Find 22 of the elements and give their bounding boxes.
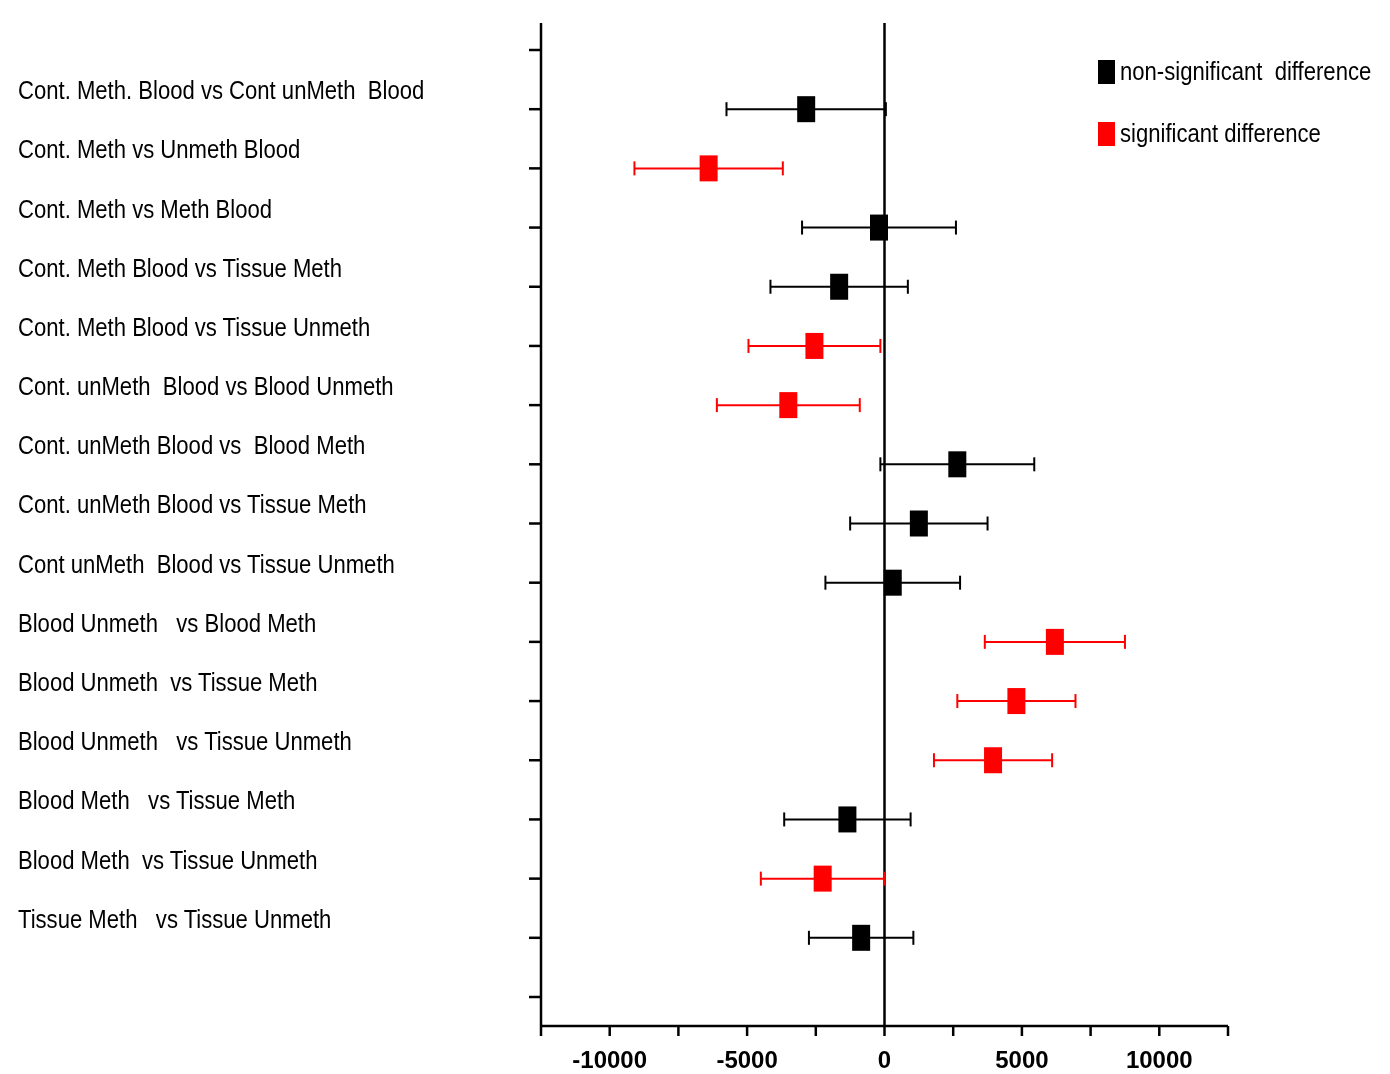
x-tick-label: 10000	[1125, 1046, 1193, 1073]
y-tick-label: Blood Meth vs Tissue Unmeth	[18, 844, 318, 875]
y-tick-label: Cont. unMeth Blood vs Blood Meth	[18, 430, 366, 460]
y-tick-label: Cont unMeth Blood vs Tissue Unmeth	[18, 548, 395, 579]
y-tick-label: Blood Meth vs Tissue Meth	[18, 785, 296, 815]
y-tick-label: Cont. Meth vs Unmeth Blood	[18, 134, 301, 164]
y-tick-label: Tissue Meth vs Tissue Unmeth	[18, 904, 332, 934]
y-tick-label: Blood Unmeth vs Tissue Meth	[18, 667, 318, 697]
y-tick-label: Cont. unMeth Blood vs Tissue Meth	[18, 489, 367, 519]
y-tick-label: Cont. Meth vs Meth Blood	[18, 193, 273, 223]
x-tick-label: 0	[877, 1046, 892, 1073]
y-tick-label: Cont. Meth Blood vs Tissue Meth	[18, 253, 343, 283]
y-tick-label: Blood Unmeth vs Blood Meth	[18, 608, 317, 638]
y-tick-label: Blood Unmeth vs Tissue Unmeth	[18, 726, 352, 756]
x-tick-label: -5000	[716, 1046, 778, 1073]
y-tick-label: Cont. unMeth Blood vs Blood Unmeth	[18, 371, 394, 401]
x-tick-label: 5000	[995, 1046, 1049, 1073]
y-tick-label: Cont. Meth. Blood vs Cont unMeth Blood	[18, 75, 425, 105]
legend-label: non-significant difference	[1120, 56, 1372, 86]
legend-label: significant difference	[1120, 118, 1321, 148]
x-tick-label: -10000	[572, 1046, 648, 1073]
y-tick-label: Cont. Meth Blood vs Tissue Unmeth	[18, 312, 371, 342]
